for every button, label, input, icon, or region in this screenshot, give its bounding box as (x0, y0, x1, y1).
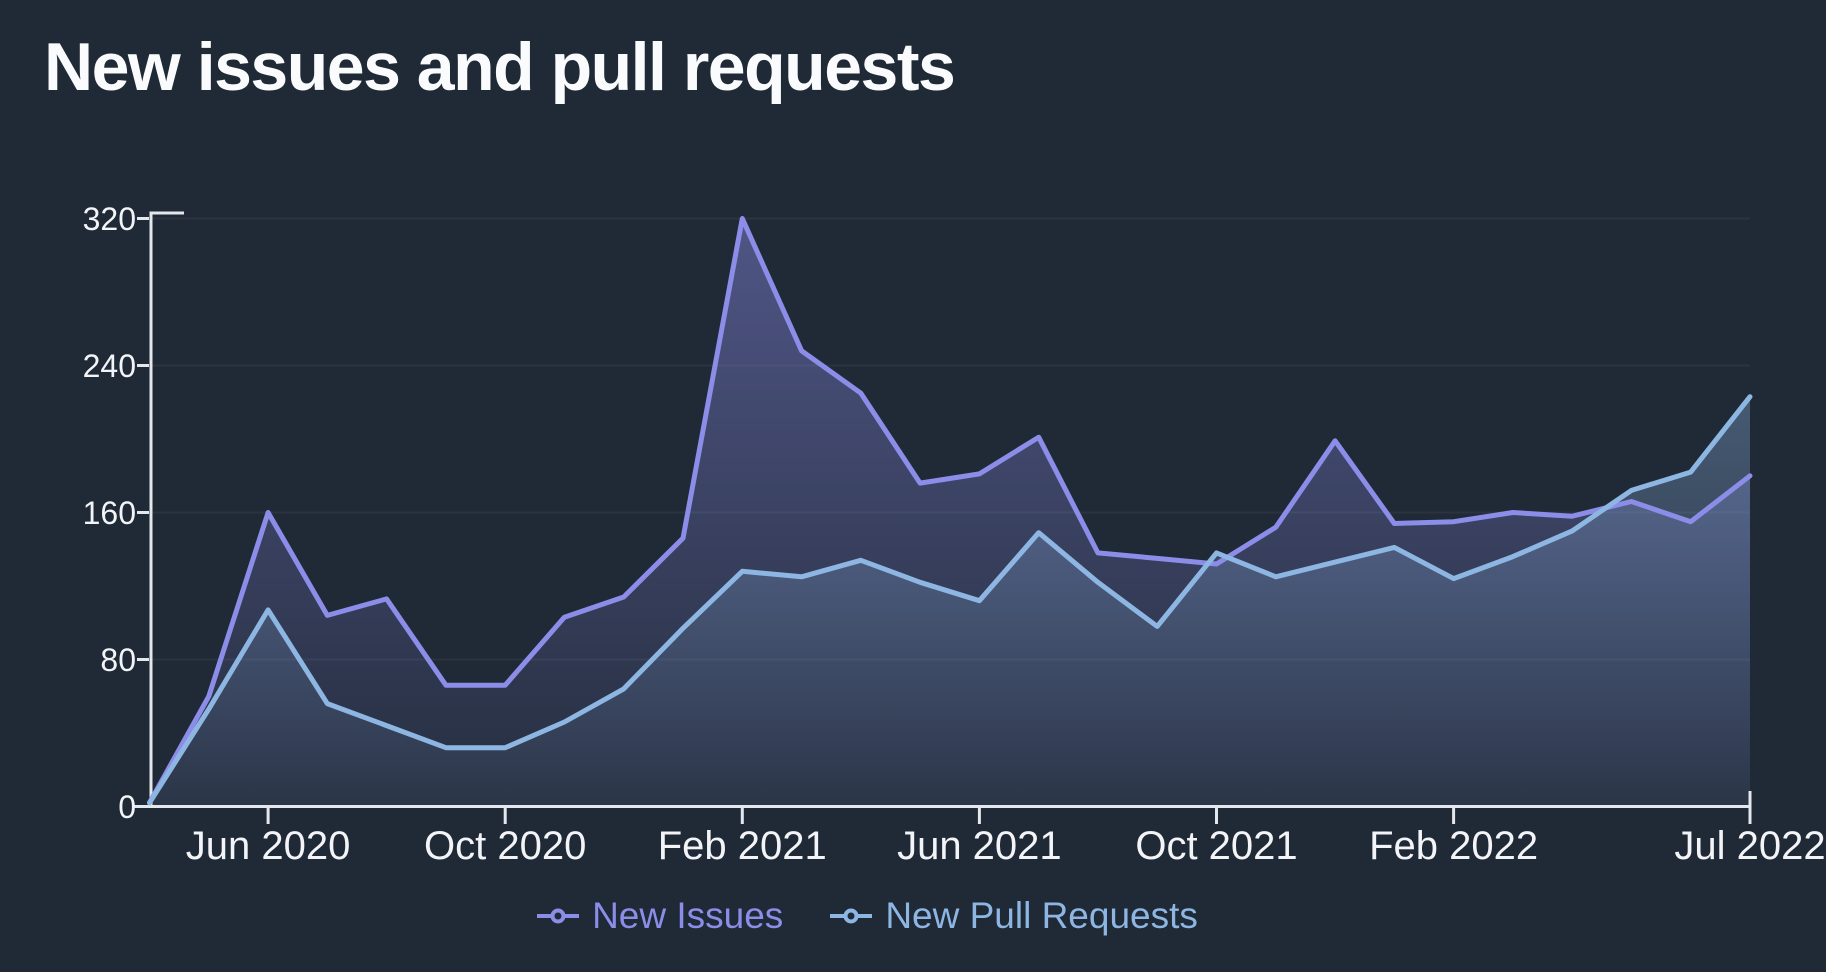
issues-legend-marker-icon (537, 908, 580, 924)
chart-title: New issues and pull requests (44, 29, 956, 105)
pull-requests-line (147, 394, 1753, 806)
x-tick-label: Feb 2022 (1369, 824, 1539, 868)
x-tick-label: Jun 2020 (185, 824, 351, 868)
y-tick-label: 160 (82, 494, 136, 531)
y-tick-label: 0 (118, 788, 136, 825)
x-tick-label: Oct 2021 (1135, 824, 1298, 868)
legend-label-new-pull-requests: New Pull Requests (885, 895, 1198, 936)
legend-item-new-issues[interactable]: New Issues (536, 894, 783, 938)
axis-lines (134, 211, 1752, 808)
pull-requests-area (149, 396, 1750, 807)
x-tick-label: Jul 2022 (1674, 824, 1826, 868)
x-tick-label: Oct 2020 (423, 824, 587, 868)
x-tick-label: Feb 2021 (657, 824, 827, 868)
legend-item-new-pull-requests[interactable]: New Pull Requests (829, 894, 1198, 938)
chart-legend: New Issues New Pull Requests (0, 894, 1780, 938)
x-tick-label: Jun 2021 (897, 824, 1062, 868)
y-tick-label: 240 (82, 347, 136, 384)
legend-label-new-issues: New Issues (592, 895, 784, 936)
y-tick-label: 320 (82, 200, 136, 237)
pull-requests-legend-marker-icon (830, 908, 873, 924)
y-tick-label: 80 (100, 641, 136, 678)
issues-line (147, 216, 1753, 806)
axis-tick-marks (137, 217, 1752, 824)
